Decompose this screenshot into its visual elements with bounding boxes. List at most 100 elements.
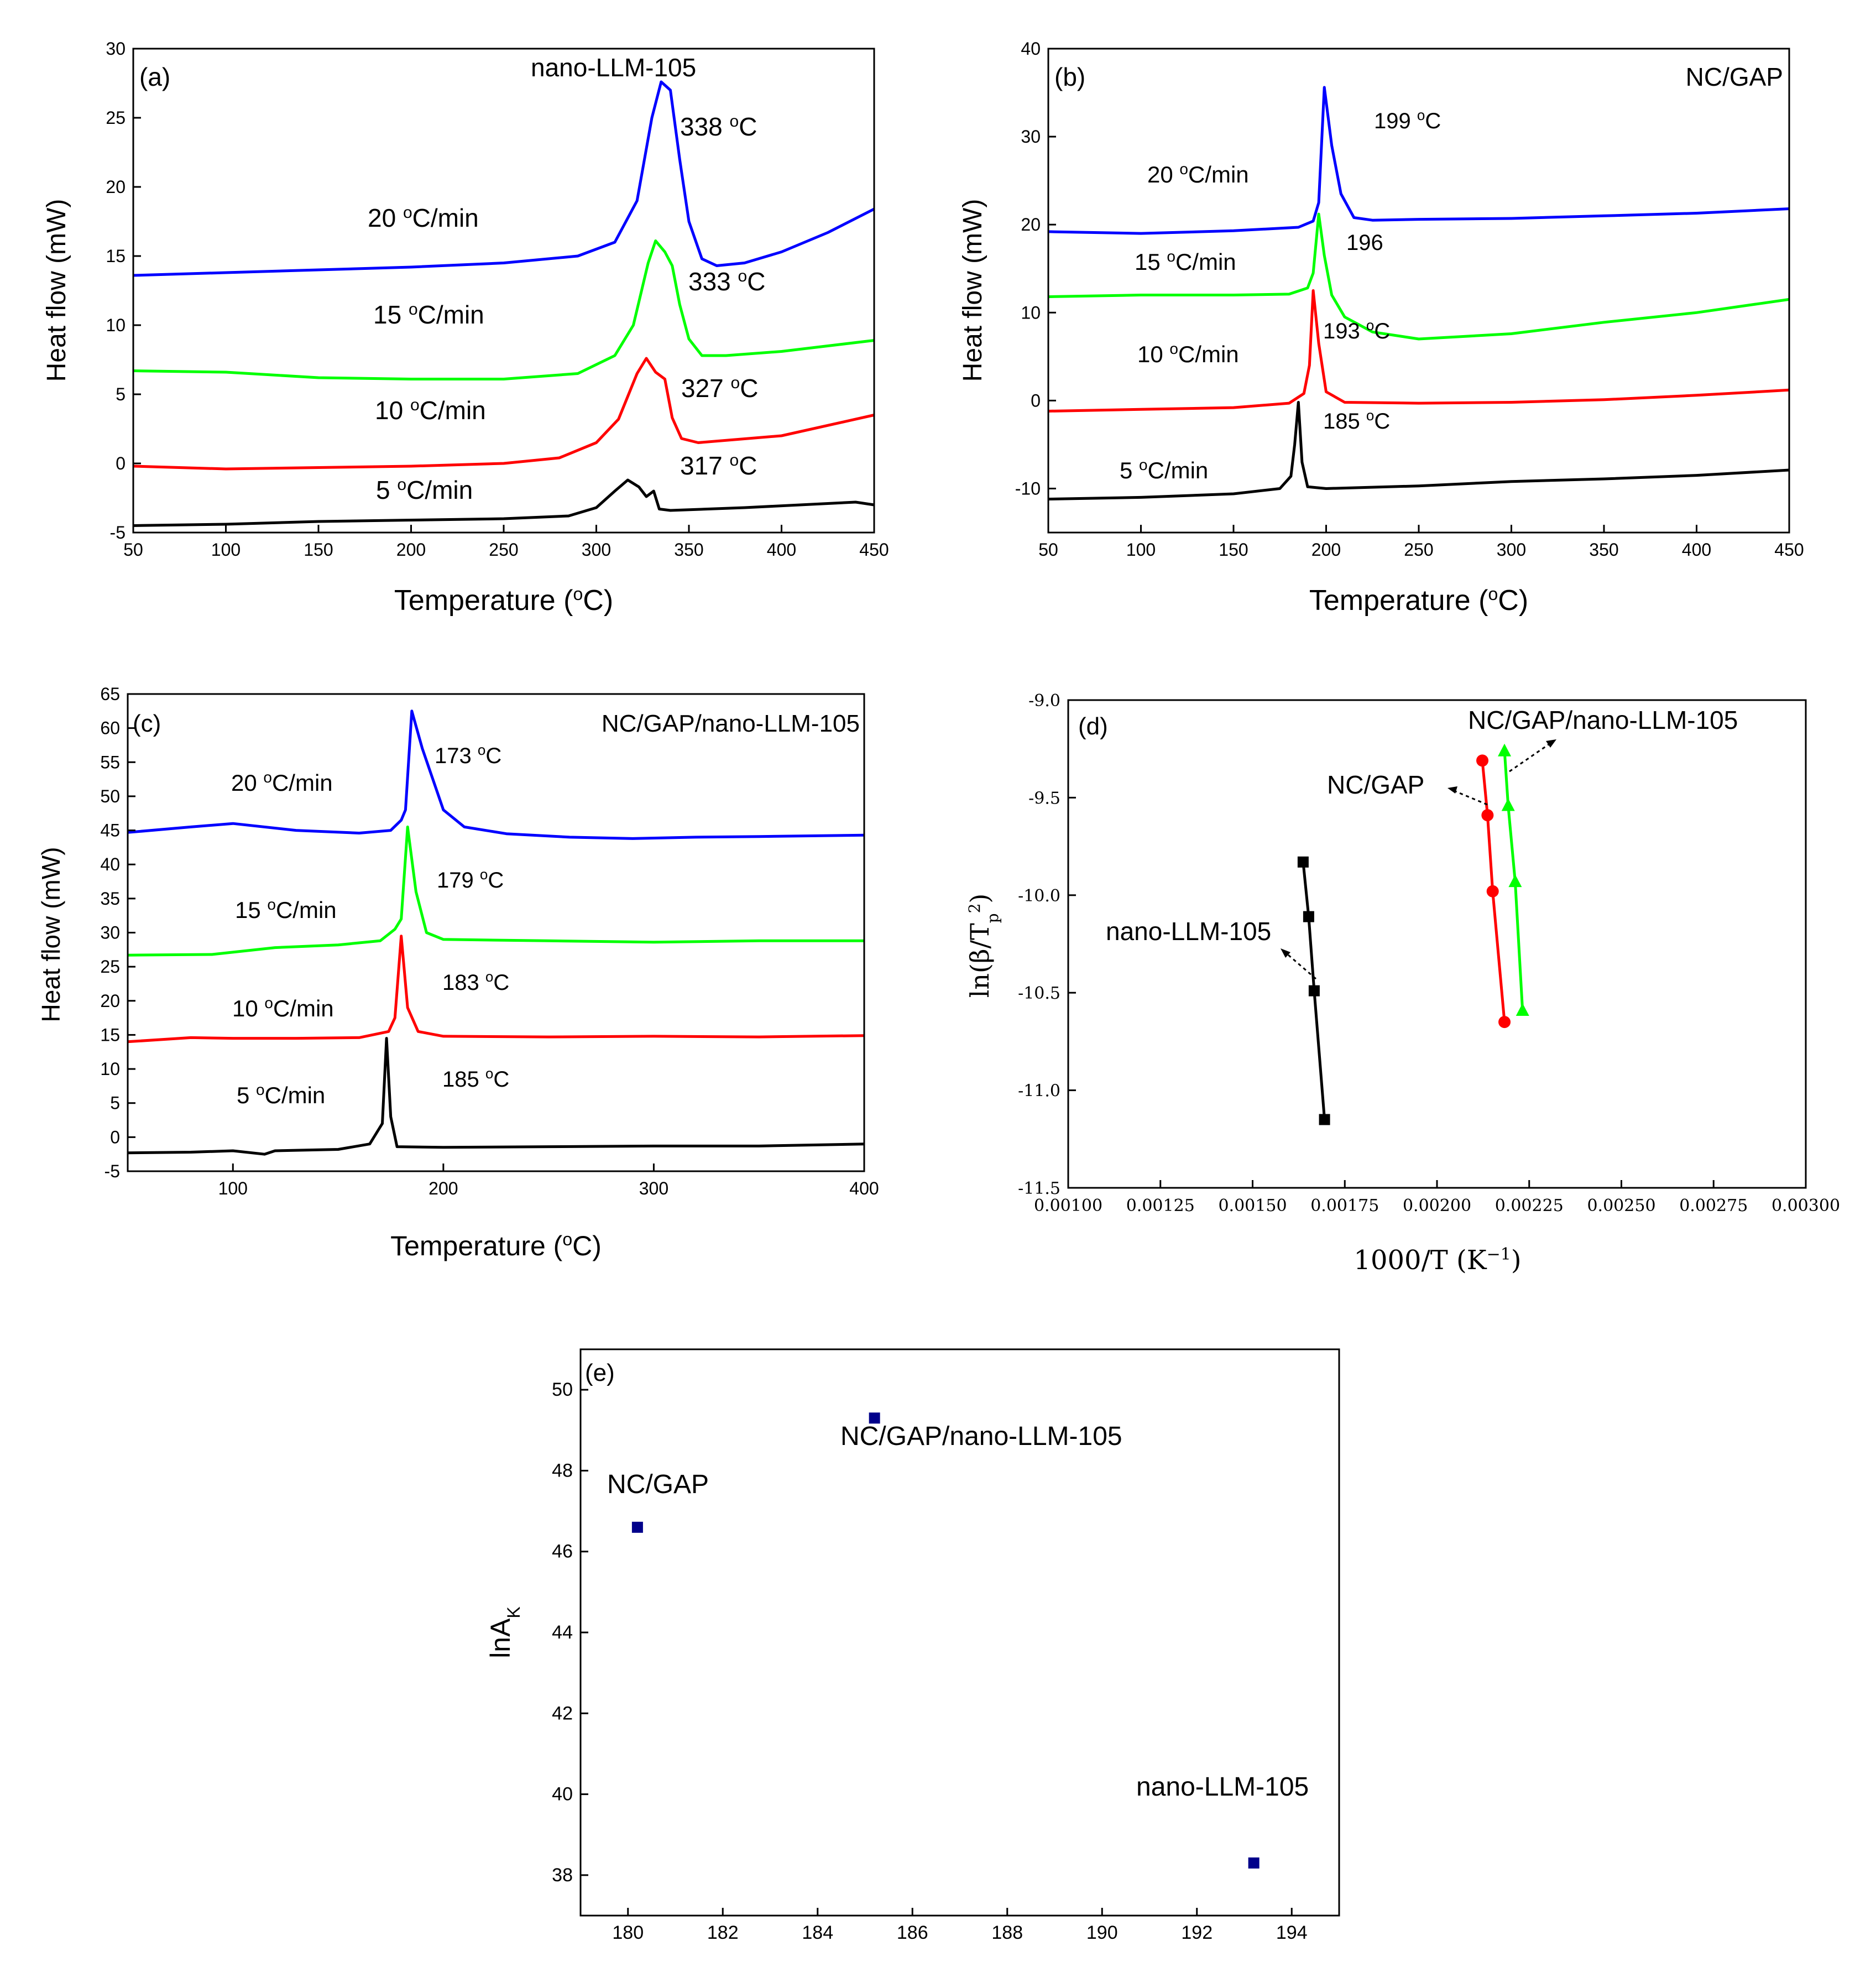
rate-label-5: 5 oC/min [237, 1081, 325, 1109]
y-tick-label: 5 [116, 384, 126, 404]
point-label-nc-gap: NC/GAP [607, 1470, 709, 1499]
arrow-head [1448, 786, 1457, 794]
y-tick-label: 15 [100, 1025, 120, 1045]
y-tick-label: 60 [100, 718, 120, 738]
y-tick-label: -11.0 [1018, 1082, 1060, 1101]
annotation-arrow [1283, 950, 1316, 980]
rate-label-15: 15 oC/min [235, 896, 337, 924]
x-tick-label: 300 [1497, 540, 1526, 560]
x-tick-label: 150 [1219, 540, 1248, 560]
x-tick-label: 0.00125 [1126, 1196, 1195, 1215]
x-tick-label: 100 [211, 540, 241, 560]
data-point [1476, 754, 1489, 767]
x-tick-label: 400 [767, 540, 796, 560]
panel-tag: (d) [1078, 713, 1108, 740]
y-tick-label: 48 [552, 1460, 573, 1481]
x-tick-label: 300 [639, 1178, 668, 1198]
y-axis-label: Heat flow (mW) [36, 847, 65, 1022]
x-tick-label: 0.00225 [1495, 1196, 1564, 1215]
y-tick-label: -11.5 [1018, 1179, 1060, 1198]
x-tick-label: 190 [1086, 1922, 1118, 1943]
y-tick-label: 0 [116, 453, 126, 473]
y-tick-label: 30 [1021, 127, 1041, 147]
fit-line [1481, 760, 1506, 1022]
series-line [133, 80, 875, 277]
arrow-head [1281, 948, 1290, 958]
series-line [127, 935, 865, 1043]
data-point [869, 1412, 880, 1424]
point-label-nc-gap-nano: NC/GAP/nano-LLM-105 [840, 1422, 1122, 1451]
chart-title: NC/GAP [1686, 62, 1783, 91]
peak-label-338: 338 oC [680, 112, 757, 142]
x-tick-label: 350 [674, 540, 703, 560]
arrow-head [1546, 739, 1556, 748]
y-axis-label: ln(β/Tp2) [965, 894, 1002, 998]
x-tick-label: 100 [1126, 540, 1156, 560]
x-tick-label: 192 [1181, 1922, 1213, 1943]
series-line [127, 1037, 865, 1156]
y-tick-label: 50 [552, 1379, 573, 1400]
x-tick-label: 188 [991, 1922, 1023, 1943]
y-tick-label: -10.5 [1018, 984, 1060, 1003]
y-tick-label: -9.0 [1028, 691, 1060, 711]
panel-b: 50 100 150 200 250 300 350 400 450 -10 0 10 20 30 40 (… [958, 39, 1804, 617]
y-axis-label: Heat flow (mW) [958, 199, 987, 382]
fit-line [1302, 862, 1326, 1120]
panel-d: 0.00100 0.00125 0.00150 0.00175 0.00200 0.002… [965, 691, 1840, 1276]
y-tick-label: 30 [100, 923, 120, 943]
y-tick-label: -10 [1015, 478, 1041, 498]
data-point [1308, 985, 1320, 996]
x-tick-label: 150 [304, 540, 333, 560]
series-line [133, 357, 875, 471]
fit-line [1503, 750, 1524, 1011]
chart-title: NC/GAP/nano-LLM-105 [602, 710, 860, 737]
data-point [1319, 1114, 1330, 1125]
y-tick-label: 25 [106, 108, 126, 128]
y-tick-label: 5 [110, 1093, 120, 1113]
x-tick-label: 186 [897, 1922, 928, 1943]
y-tick-label: 25 [100, 957, 120, 977]
peak-label-193: 193 oC [1323, 317, 1390, 343]
x-tick-label: 200 [428, 1178, 458, 1198]
rate-label-10: 10 oC/min [232, 994, 334, 1022]
x-tick-label: 100 [218, 1178, 248, 1198]
series-line [133, 239, 875, 380]
rate-label-10: 10 oC/min [375, 396, 486, 425]
data-point [1501, 798, 1515, 811]
series-label-nc-gap: NC/GAP [1327, 770, 1424, 799]
rate-label-20: 20 oC/min [231, 769, 333, 796]
peak-label-185: 185 oC [1323, 407, 1390, 434]
data-point [1486, 885, 1499, 898]
peak-label-173: 173 oC [435, 742, 501, 768]
x-axis-label: Temperature (oC) [390, 1229, 602, 1261]
series-line [1048, 289, 1790, 413]
y-tick-label: 0 [110, 1127, 120, 1147]
peak-label-199: 199 oC [1374, 107, 1441, 133]
x-tick-label: 350 [1589, 540, 1618, 560]
panel-a: 50 100 150 200 250 300 350 400 450 -5 0 5 10 15 20 25 30… [42, 39, 889, 617]
x-tick-label: 184 [802, 1922, 833, 1943]
series-line [1048, 212, 1790, 341]
x-tick-label: 0.00200 [1403, 1196, 1471, 1215]
x-tick-label: 0.00175 [1310, 1196, 1379, 1215]
x-tick-label: 200 [1311, 540, 1341, 560]
rate-label-20: 20 oC/min [368, 204, 479, 233]
x-tick-label: 400 [1682, 540, 1711, 560]
panel-c: 100 200 300 400 -5 0 5 10 15 20 25 30 35 40 45 50 55 60 65… [36, 684, 879, 1261]
peak-label-196: 196 [1346, 231, 1383, 255]
data-point [1481, 809, 1494, 822]
panel-tag: (c) [133, 710, 161, 737]
data-point [1297, 856, 1309, 868]
y-tick-label: 35 [100, 889, 120, 909]
series-label-nano-llm: nano-LLM-105 [1106, 917, 1271, 946]
x-axis-label: Temperature (oC) [394, 584, 613, 617]
x-tick-label: 450 [859, 540, 889, 560]
y-axis-label: lnAK [485, 1606, 524, 1658]
peak-label-333: 333 oC [688, 267, 765, 296]
y-tick-label: 10 [100, 1059, 120, 1079]
peak-label-317: 317 oC [680, 451, 757, 481]
data-point [1508, 874, 1522, 888]
peak-label-327: 327 oC [681, 374, 758, 403]
series-line [127, 709, 865, 840]
